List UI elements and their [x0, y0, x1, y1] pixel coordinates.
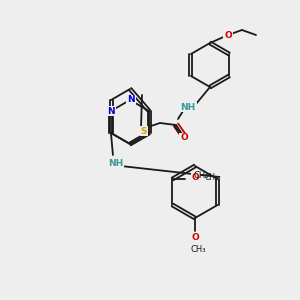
Text: N: N	[127, 95, 135, 104]
Text: NH: NH	[108, 158, 124, 167]
Text: O: O	[224, 31, 232, 40]
Text: CH₃: CH₃	[205, 172, 219, 182]
Text: N: N	[107, 106, 115, 116]
Text: CH₃: CH₃	[194, 172, 209, 181]
Text: CH₃: CH₃	[190, 245, 206, 254]
Text: S: S	[141, 127, 147, 136]
Text: NH: NH	[180, 103, 196, 112]
Text: NH: NH	[108, 158, 124, 167]
Text: O: O	[192, 172, 200, 182]
Text: O: O	[180, 134, 188, 142]
Text: O: O	[180, 134, 188, 142]
Text: O: O	[191, 233, 199, 242]
Text: O: O	[224, 31, 232, 40]
Text: N: N	[127, 95, 135, 104]
Text: N: N	[127, 95, 135, 104]
Text: N: N	[107, 106, 115, 116]
Text: S: S	[141, 127, 147, 136]
Text: NH: NH	[180, 103, 196, 112]
